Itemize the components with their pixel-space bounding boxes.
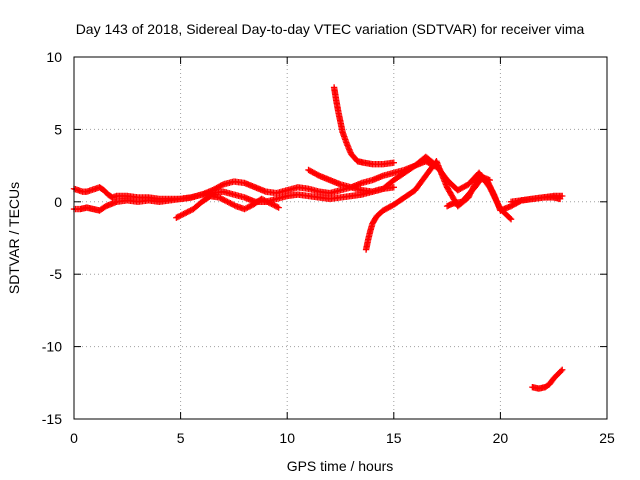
data-point bbox=[185, 208, 193, 215]
data-point bbox=[269, 201, 277, 208]
data-point bbox=[173, 214, 180, 221]
y-tick-label: 5 bbox=[54, 121, 62, 137]
y-tick-label: -15 bbox=[42, 411, 62, 427]
data-point bbox=[245, 203, 253, 211]
data-point bbox=[224, 198, 231, 205]
data-point bbox=[228, 200, 235, 208]
y-tick-label: 10 bbox=[46, 49, 62, 65]
data-point bbox=[181, 210, 189, 217]
data-point bbox=[218, 195, 226, 203]
axis-ticks: 0 5 10 15 20 25 10 5 0 -5 -10 -15 bbox=[42, 49, 615, 446]
x-tick-label: 15 bbox=[386, 430, 402, 446]
y-tick-label: -10 bbox=[42, 339, 62, 355]
data-point bbox=[241, 205, 248, 213]
x-tick-label: 5 bbox=[177, 430, 185, 446]
data-point bbox=[506, 214, 514, 222]
data-point bbox=[180, 210, 187, 218]
x-tick-label: 25 bbox=[599, 430, 615, 446]
data-point bbox=[184, 208, 191, 216]
data-point bbox=[262, 197, 270, 205]
data-point bbox=[272, 202, 280, 210]
y-axis-label: SDTVAR / TECUs bbox=[6, 182, 22, 294]
chart-title: Day 143 of 2018, Sidereal Day-to-day VTE… bbox=[76, 21, 585, 37]
data-point bbox=[225, 199, 233, 206]
data-point bbox=[265, 199, 272, 206]
data-point bbox=[178, 211, 186, 219]
data-point bbox=[221, 197, 228, 204]
data-point bbox=[559, 366, 566, 373]
data-point bbox=[266, 200, 274, 207]
x-tick-label: 20 bbox=[493, 430, 509, 446]
data-point bbox=[217, 194, 224, 202]
data-point bbox=[229, 201, 237, 208]
data-point bbox=[183, 209, 190, 216]
x-axis-label: GPS time / hours bbox=[287, 458, 394, 474]
data-point bbox=[390, 184, 397, 191]
data-point bbox=[507, 215, 515, 223]
y-tick-label: 0 bbox=[54, 194, 62, 210]
data-point bbox=[242, 205, 250, 212]
data-point bbox=[261, 197, 268, 204]
data-point bbox=[222, 197, 230, 205]
data-point bbox=[244, 204, 251, 211]
data-point bbox=[215, 194, 223, 201]
data-point bbox=[557, 367, 565, 375]
data-point bbox=[259, 196, 267, 203]
data-point bbox=[258, 195, 265, 203]
data-point bbox=[390, 159, 397, 166]
x-tick-label: 10 bbox=[279, 430, 295, 446]
data-point bbox=[264, 198, 271, 205]
data-point bbox=[271, 202, 278, 209]
data-point bbox=[174, 213, 181, 221]
data-point bbox=[559, 192, 566, 200]
data-point bbox=[175, 213, 183, 220]
data-point bbox=[247, 202, 254, 210]
data-point bbox=[274, 203, 281, 211]
data-point bbox=[220, 196, 227, 203]
data-point bbox=[187, 207, 194, 214]
data-point bbox=[177, 212, 184, 219]
data-point bbox=[231, 202, 238, 209]
data-point bbox=[268, 200, 275, 208]
data-point bbox=[218, 181, 226, 189]
data-point bbox=[227, 200, 234, 207]
y-tick-label: -5 bbox=[50, 266, 63, 282]
x-tick-label: 0 bbox=[70, 430, 78, 446]
data-point bbox=[275, 204, 282, 211]
grid bbox=[74, 57, 607, 419]
data-points bbox=[70, 84, 566, 392]
plot-frame bbox=[73, 56, 608, 420]
